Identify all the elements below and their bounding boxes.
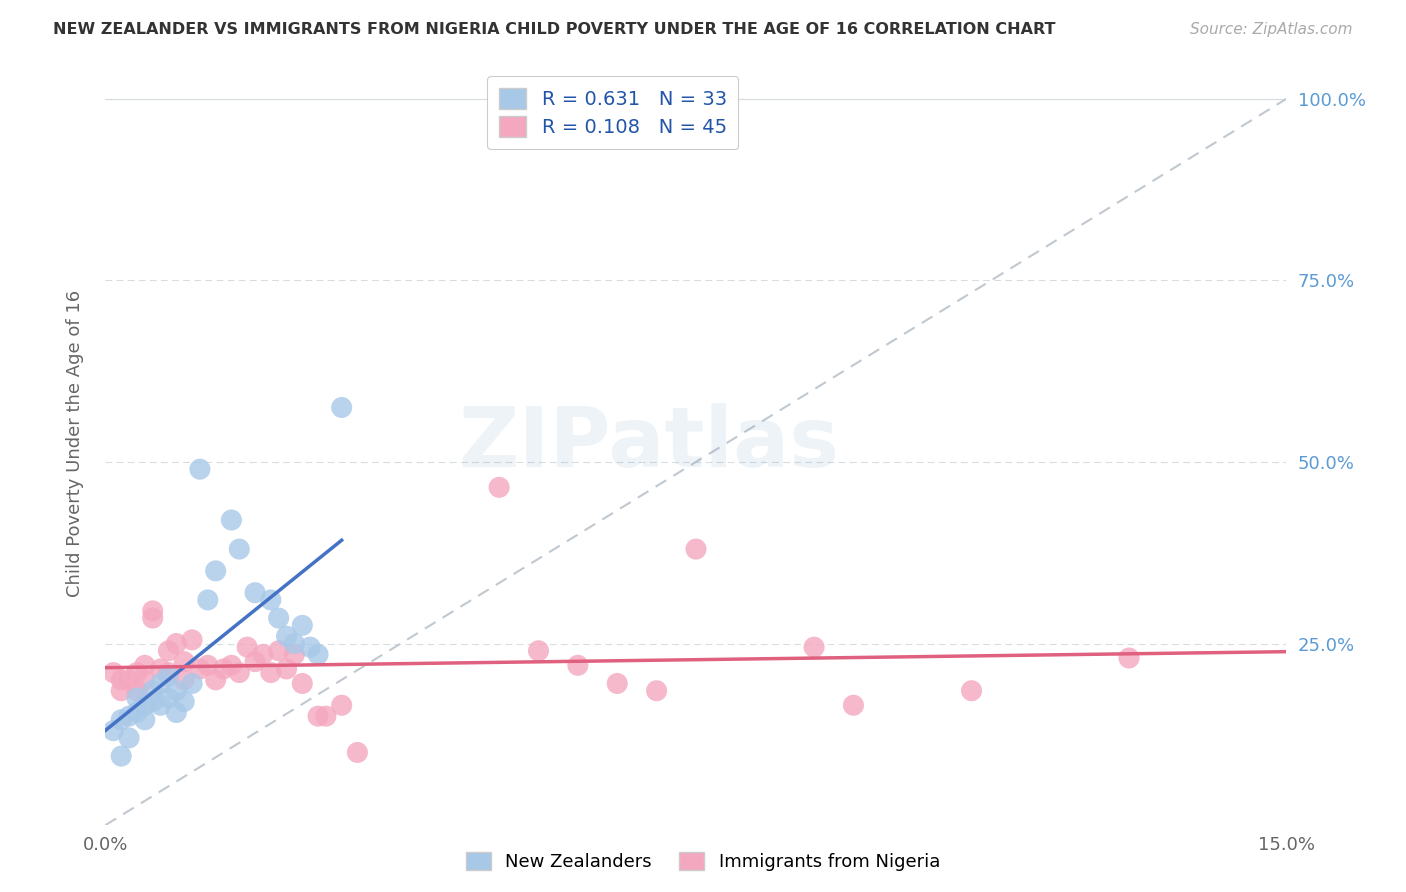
Point [243, 585, 266, 599]
Text: ZIPatlas: ZIPatlas [458, 403, 839, 484]
Point [567, 658, 589, 673]
Point [125, 665, 148, 680]
Point [685, 542, 707, 557]
Text: Source: ZipAtlas.com: Source: ZipAtlas.com [1189, 22, 1353, 37]
Point [243, 655, 266, 669]
Point [149, 662, 172, 676]
Point [204, 564, 226, 578]
Point [173, 695, 195, 709]
Point [181, 632, 204, 647]
Legend: New Zealanders, Immigrants from Nigeria: New Zealanders, Immigrants from Nigeria [458, 845, 948, 879]
Point [110, 673, 132, 687]
Point [103, 723, 125, 738]
Point [346, 746, 368, 760]
Point [307, 709, 329, 723]
Point [842, 698, 865, 713]
Point [165, 683, 187, 698]
Point [134, 658, 156, 673]
Point [157, 665, 180, 680]
Point [188, 462, 211, 476]
Point [110, 749, 132, 764]
Point [212, 662, 235, 676]
Point [276, 629, 298, 643]
Point [260, 665, 283, 680]
Point [165, 636, 187, 650]
Point [197, 658, 219, 673]
Point [228, 665, 250, 680]
Point [197, 593, 219, 607]
Point [110, 683, 132, 698]
Point [142, 604, 165, 618]
Point [125, 691, 148, 706]
Point [157, 691, 180, 706]
Point [173, 655, 195, 669]
Point [221, 658, 243, 673]
Point [142, 683, 165, 698]
Text: NEW ZEALANDER VS IMMIGRANTS FROM NIGERIA CHILD POVERTY UNDER THE AGE OF 16 CORRE: NEW ZEALANDER VS IMMIGRANTS FROM NIGERIA… [53, 22, 1056, 37]
Point [283, 648, 305, 662]
Point [118, 731, 141, 745]
Point [252, 648, 274, 662]
Point [228, 542, 250, 557]
Point [283, 636, 305, 650]
Point [267, 611, 290, 625]
Point [299, 640, 322, 655]
Point [488, 480, 510, 494]
Point [149, 698, 172, 713]
Point [149, 676, 172, 690]
Point [142, 695, 165, 709]
Point [118, 673, 141, 687]
Point [103, 665, 125, 680]
Point [134, 713, 156, 727]
Point [173, 673, 195, 687]
Point [118, 709, 141, 723]
Point [125, 706, 148, 720]
Point [1118, 651, 1140, 665]
Point [157, 669, 180, 683]
Point [134, 698, 156, 713]
Point [330, 401, 353, 415]
Point [110, 713, 132, 727]
Point [188, 662, 211, 676]
Point [960, 683, 983, 698]
Point [307, 648, 329, 662]
Point [315, 709, 337, 723]
Point [134, 673, 156, 687]
Point [260, 593, 283, 607]
Point [645, 683, 668, 698]
Point [803, 640, 825, 655]
Point [125, 683, 148, 698]
Point [165, 706, 187, 720]
Point [142, 611, 165, 625]
Point [276, 662, 298, 676]
Point [291, 618, 314, 632]
Point [157, 644, 180, 658]
Point [267, 644, 290, 658]
Y-axis label: Child Poverty Under the Age of 16: Child Poverty Under the Age of 16 [66, 290, 84, 598]
Point [204, 673, 226, 687]
Point [236, 640, 259, 655]
Point [181, 676, 204, 690]
Legend: R = 0.631   N = 33, R = 0.108   N = 45: R = 0.631 N = 33, R = 0.108 N = 45 [488, 76, 738, 148]
Point [221, 513, 243, 527]
Point [527, 644, 550, 658]
Point [330, 698, 353, 713]
Point [291, 676, 314, 690]
Point [606, 676, 628, 690]
